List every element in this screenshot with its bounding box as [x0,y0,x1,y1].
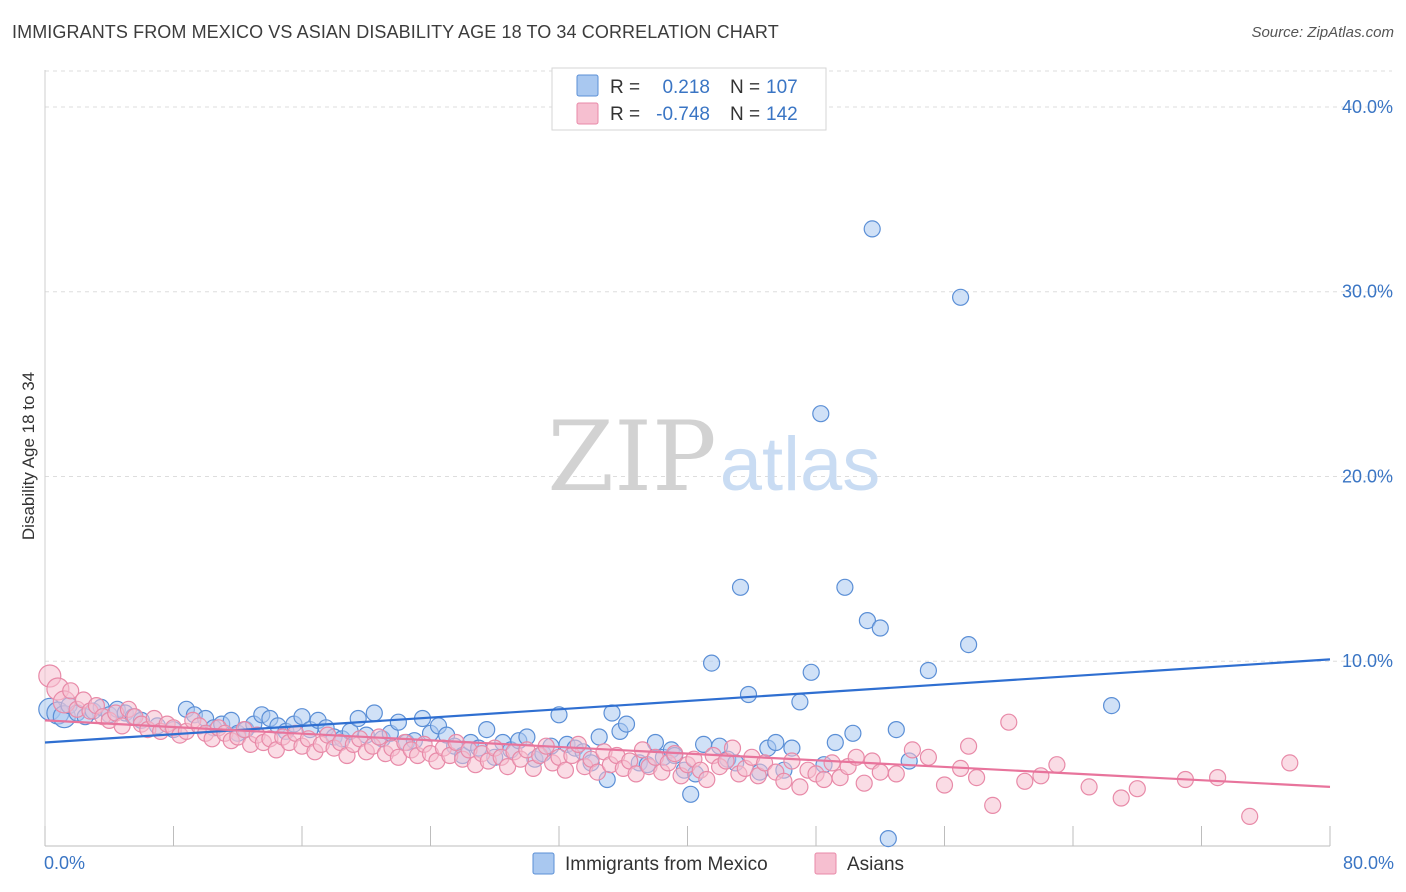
data-point-mexico [879,829,897,848]
data-point-mexico [858,611,877,630]
data-point-asians [959,737,978,755]
y-tick-label: 30.0% [1342,282,1393,302]
watermark-atlas: atlas [720,422,881,507]
data-point-asians [791,778,809,796]
trend-line-asians [44,719,1331,788]
watermark: ZIP atlas [547,401,880,513]
y-axis-label: Disability Age 18 to 34 [19,372,38,540]
chart-source: Source: ZipAtlas.com [1251,24,1394,41]
legend-r-label: R = [610,104,640,125]
chart-title: IMMIGRANTS FROM MEXICO VS ASIAN DISABILI… [12,22,779,42]
data-point-asians [1080,778,1098,796]
legend-box: R = 0.218 N = 107 R = -0.748 N = 142 [551,67,827,131]
bottom-legend-label-asians: Asians [847,854,904,875]
data-point-asians [1032,767,1050,785]
data-point-mexico [590,728,608,746]
data-point-mexico [293,708,311,726]
legend-r-value: 0.218 [662,77,710,98]
data-point-asians [113,717,131,735]
y-tick-label: 40.0% [1342,97,1393,117]
axes: 10.0% 20.0% 30.0% 40.0% [44,70,1393,847]
data-point-mexico [836,578,854,596]
data-point-mexico [1102,696,1121,715]
data-point-asians [967,768,986,787]
data-point-asians [1112,789,1130,807]
data-point-asians [569,735,587,754]
data-point-asians [723,739,742,757]
data-point-mexico [617,715,636,733]
data-point-mexico [863,220,881,238]
data-point-mexico [812,405,830,423]
data-point-asians [783,752,801,770]
data-point-asians [871,763,889,781]
data-point-asians [1000,713,1018,731]
data-point-asians [823,754,841,772]
bottom-legend-swatch-blue [532,852,555,875]
data-point-mexico [802,663,820,681]
data-point-asians [1016,772,1034,790]
data-point-mexico [871,619,889,637]
legend-swatch-blue [576,74,599,97]
bottom-legend-swatch-pink [814,852,837,875]
data-point-asians [1241,807,1259,826]
data-point-asians [588,763,607,781]
data-point-mexico [731,578,750,596]
data-point-mexico [389,713,407,731]
grid-lines [45,70,1392,662]
data-point-asians [627,765,645,783]
legend-n-value: 107 [766,77,798,98]
legend-n-value: 142 [766,104,798,125]
y-tick-label: 20.0% [1342,466,1393,486]
x-tick-label-max: 80.0% [1343,853,1394,873]
data-point-asians [499,757,517,776]
data-point-asians [903,741,922,759]
data-point-asians [815,770,833,789]
data-point-asians [698,770,716,789]
data-point-asians [1048,756,1066,774]
data-point-mexico [767,733,785,752]
legend-r-value: -0.748 [656,104,710,125]
data-point-mexico [550,706,568,724]
data-point-mexico [791,693,809,711]
bottom-legend: Immigrants from Mexico Asians [532,852,904,875]
data-point-asians [855,774,873,792]
data-point-asians [935,776,954,794]
trend-lines [44,658,1331,788]
data-point-mexico [349,709,367,728]
data-point-mexico [844,724,862,742]
trend-line-mexico [44,658,1331,744]
data-point-mexico [702,654,721,672]
data-point-mexico [959,635,978,654]
legend-r-label: R = [610,77,640,98]
data-point-mexico [603,704,621,722]
data-point-asians [887,765,905,783]
data-point-asians [389,748,407,766]
data-point-mexico [919,661,938,680]
data-point-mexico [478,720,496,739]
data-point-asians [1128,780,1146,798]
legend-n-label: N = [730,104,760,125]
data-point-mexico [739,685,758,704]
bottom-legend-label-mexico: Immigrants from Mexico [565,854,768,875]
data-point-asians [984,796,1002,815]
legend-swatch-pink [576,102,599,125]
data-point-mexico [951,288,970,306]
data-point-asians [1208,768,1227,787]
data-point-mexico [826,733,844,752]
data-point-asians [1281,754,1299,772]
x-tick-label-min: 0.0% [44,853,85,873]
data-point-asians [919,748,938,766]
data-point-mexico [887,720,905,739]
data-point-mexico [365,704,383,722]
data-point-asians [62,682,80,700]
legend-n-label: N = [730,77,760,98]
y-tick-label: 10.0% [1342,651,1393,671]
data-point-mexico [682,785,700,803]
data-point-asians [556,761,575,779]
data-point-asians [775,772,793,790]
watermark-zip: ZIP [547,401,716,513]
